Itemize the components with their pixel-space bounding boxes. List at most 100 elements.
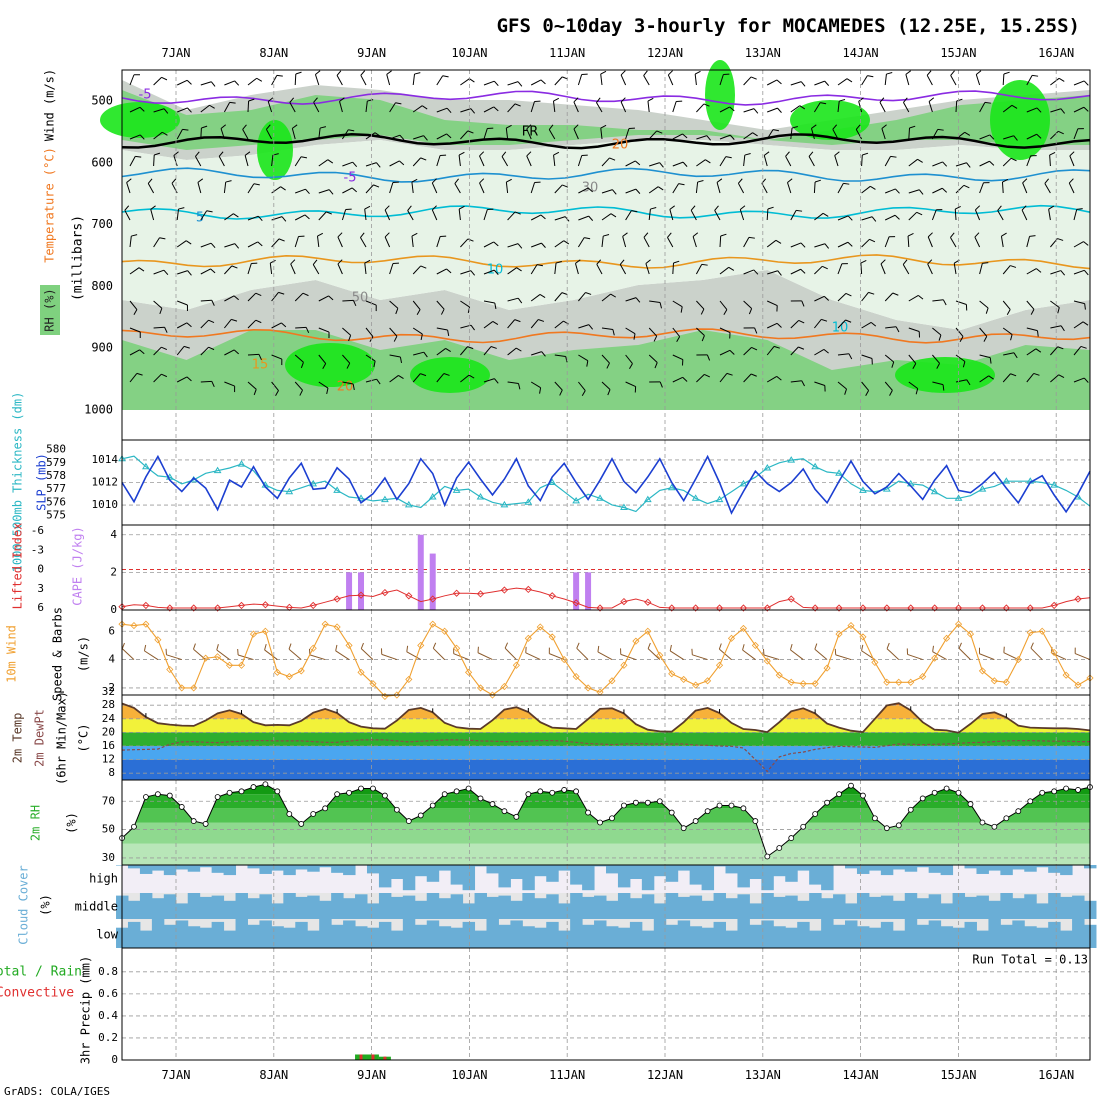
wind-barb-flag [336,70,342,76]
wind-barb [291,128,296,140]
wind-barb [932,354,940,364]
wind-barb-flag [563,320,569,325]
wind-barb-flag [506,178,512,183]
wind-barb [620,101,627,113]
cloud-mid-bar [665,893,679,919]
wind-barb [530,214,542,221]
wind-barb-flag [1049,152,1056,156]
wind-barb [955,379,967,383]
wind-barb [979,300,989,309]
wind-barb-flag [538,319,545,322]
wind-barb [837,319,846,329]
cloud-high-bar [139,865,153,874]
lifted-index-marker [1050,601,1058,610]
wind-speed-marker [369,680,377,688]
wind-barb [601,236,604,248]
wind-barb [625,128,630,140]
wind-barb-flag [406,645,409,652]
wind-barb [1026,75,1033,86]
wind-barb [622,236,627,248]
wind-barb-flag [264,644,267,651]
cloud-mid-bar [868,896,882,919]
wind-barb [460,130,469,140]
wind-barb-flag [126,178,132,183]
wind-barb [979,182,984,194]
date-label-bottom: 15JAN [940,1068,976,1082]
cloud-low-bar [343,920,356,948]
wind-barb [643,237,650,248]
wind-barb [577,237,585,248]
wind-barb [695,182,699,194]
wind-barb-flag [596,97,601,103]
wind-barb-flag [234,243,240,249]
wind-barb-flag [208,346,215,351]
wind-barb [177,107,188,113]
wind-barb [696,159,706,167]
wind-barb-flag [575,259,581,264]
wind-barb-flag [193,643,196,650]
wind-barb [271,186,281,194]
wind-barb [955,327,964,337]
cloud-low-bar [546,921,559,948]
wind-barb [504,647,517,660]
wind-barb-flag [209,104,215,109]
cloud-mid-bar [1036,903,1049,919]
wind-barb-flag [1057,238,1064,241]
wind-barb-flag [490,346,497,349]
wind-barb [406,651,422,661]
wind-barb [1074,653,1091,661]
lifted-axis-label: Lifted Index [11,523,25,610]
wind-barb [810,128,815,140]
wind-barb-flag [1076,208,1083,210]
wind-barb [384,236,391,248]
wind-barb [483,209,488,221]
wind-barb [1002,300,1011,310]
wind-barb [364,209,367,221]
wind-speed-marker [524,634,532,642]
wind-barb-flag [1006,309,1011,315]
wind-barb-flag [162,131,168,136]
wind-barb [696,374,705,383]
wind-barb [507,267,517,275]
cloud-mid-bar [940,903,954,919]
wind-speed-marker [608,677,616,685]
wind-barb [600,74,603,86]
wind-barb-flag [210,268,216,274]
wind-barb [861,292,869,302]
wind-barb [884,292,894,302]
wind-barb [716,182,721,194]
wind-barb [200,380,212,383]
wind-speed-marker [321,620,329,628]
contour-label: 50 [352,291,369,306]
wind-barb [507,297,519,302]
wind-barb-flag [773,345,780,349]
wind-barb [739,209,745,221]
wind-barb [577,74,583,86]
wind-speed-marker [811,680,819,688]
wind-speed-marker [453,644,461,652]
cloud-low-bar [641,930,655,948]
wind-barb [643,75,650,86]
wind-barb [763,155,768,167]
wind-barb-flag [1002,179,1009,183]
wind-axis-label-1: 10m Wind [5,625,19,683]
wind-barb [153,326,165,329]
wind-barb [884,156,891,167]
cloud-low-bar [1036,927,1049,948]
rh-marker [429,802,436,809]
cloud-high-bar [259,865,272,874]
wind-barb [150,209,155,221]
date-label-top: 13JAN [745,46,781,60]
wind-barb [719,373,728,383]
rh-marker [848,782,854,789]
thickness-marker [213,466,222,474]
wind-barb [460,108,472,113]
cloud-high-bar [1024,865,1037,872]
rh-tick-label: 70 [102,794,115,807]
cloud-unit-label: (%) [39,894,53,916]
wind-barb [908,158,918,167]
wind-barb-flag [253,183,260,186]
cloud-low-bar [1000,924,1013,948]
wind-barb [578,215,589,221]
